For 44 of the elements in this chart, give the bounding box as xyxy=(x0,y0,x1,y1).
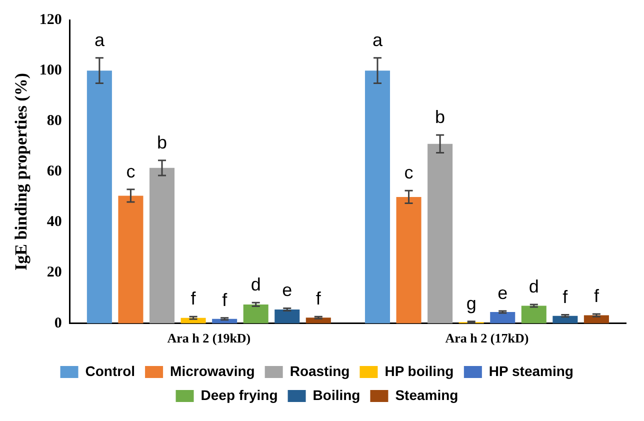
data-label: f xyxy=(190,288,197,309)
data-label: f xyxy=(594,286,600,306)
legend-label: Control xyxy=(85,362,136,379)
x-tick-label: Ara h 2 (17kD) xyxy=(445,330,529,346)
data-label: c xyxy=(404,162,414,183)
data-label: f xyxy=(316,288,322,309)
legend-label: HP steaming xyxy=(488,362,574,379)
bar xyxy=(243,304,268,324)
y-tick-label: 100 xyxy=(39,62,62,78)
y-tick-label: 40 xyxy=(46,214,62,230)
y-tick-label: 80 xyxy=(46,113,62,130)
data-label: e xyxy=(282,280,292,300)
legend-label: Roasting xyxy=(290,362,350,379)
x-tick-label: Ara h 2 (19kD) xyxy=(167,330,251,346)
y-tick-label: 120 xyxy=(39,12,62,28)
data-label: a xyxy=(372,30,384,50)
data-label: b xyxy=(156,132,168,152)
y-axis-title: IgE binding properties (%) xyxy=(12,72,31,270)
data-label: d xyxy=(250,274,261,295)
bar xyxy=(86,70,112,324)
legend-label: Boiling xyxy=(312,386,360,403)
data-label: c xyxy=(126,161,136,182)
data-label: a xyxy=(94,30,106,50)
bar xyxy=(428,144,453,324)
data-label: g xyxy=(466,293,476,314)
y-tick-label: 20 xyxy=(46,264,62,281)
bar xyxy=(396,196,422,324)
bar xyxy=(274,309,300,324)
bar xyxy=(149,168,175,324)
data-label: e xyxy=(498,282,508,303)
legend-label: HP boiling xyxy=(384,362,454,379)
y-tick-label: 60 xyxy=(46,164,62,180)
data-label: b xyxy=(435,107,446,128)
data-label: d xyxy=(528,276,539,296)
data-label: f xyxy=(562,286,569,307)
bar xyxy=(364,70,390,324)
legend-label: Steaming xyxy=(395,386,458,403)
bar xyxy=(490,312,516,324)
bar xyxy=(521,306,546,324)
legend-label: Deep frying xyxy=(200,386,278,403)
bar xyxy=(118,196,144,324)
y-tick-label: 0 xyxy=(54,315,62,332)
data-label: f xyxy=(222,290,228,310)
legend-label: Microwaving xyxy=(170,362,255,379)
